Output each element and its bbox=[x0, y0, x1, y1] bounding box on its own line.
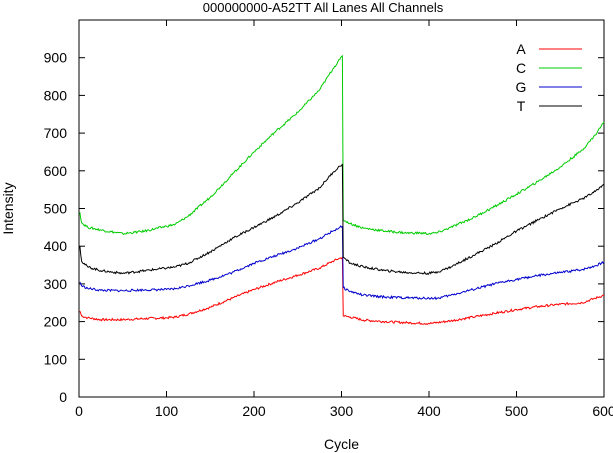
x-tick-label: 0 bbox=[75, 403, 83, 419]
y-tick-label: 500 bbox=[44, 201, 68, 217]
y-tick-label: 0 bbox=[59, 389, 67, 405]
y-tick-label: 200 bbox=[44, 314, 68, 330]
y-tick-label: 400 bbox=[44, 238, 68, 254]
x-tick-label: 500 bbox=[505, 403, 529, 419]
legend-label-T: T bbox=[517, 98, 526, 114]
x-tick-label: 300 bbox=[330, 403, 354, 419]
series-line-A bbox=[79, 256, 605, 325]
chart-title: 000000000-A52TT All Lanes All Channels bbox=[203, 0, 444, 15]
x-axis-label: Cycle bbox=[324, 436, 359, 452]
y-axis-ticks: 0 100 200 300 400 500 600 700 800 900 bbox=[44, 50, 604, 405]
legend-label-A: A bbox=[516, 41, 526, 57]
x-tick-label: 200 bbox=[242, 403, 266, 419]
series-line-G bbox=[79, 225, 605, 301]
y-tick-label: 600 bbox=[44, 163, 68, 179]
y-tick-label: 900 bbox=[44, 50, 68, 66]
y-tick-label: 800 bbox=[44, 87, 68, 103]
x-axis-ticks: 0 100 200 300 400 500 600 bbox=[75, 20, 613, 419]
legend-label-C: C bbox=[516, 60, 526, 76]
series-line-C bbox=[79, 54, 605, 236]
y-axis-label: Intensity bbox=[0, 182, 16, 234]
y-tick-label: 100 bbox=[44, 351, 68, 367]
plot-area-frame bbox=[78, 19, 605, 398]
x-tick-label: 600 bbox=[592, 403, 613, 419]
y-tick-label: 700 bbox=[44, 125, 68, 141]
x-tick-label: 100 bbox=[155, 403, 179, 419]
legend-label-G: G bbox=[516, 79, 527, 95]
x-tick-label: 400 bbox=[417, 403, 441, 419]
y-tick-label: 300 bbox=[44, 276, 68, 292]
series-lines bbox=[79, 54, 605, 325]
series-line-T bbox=[79, 163, 605, 276]
